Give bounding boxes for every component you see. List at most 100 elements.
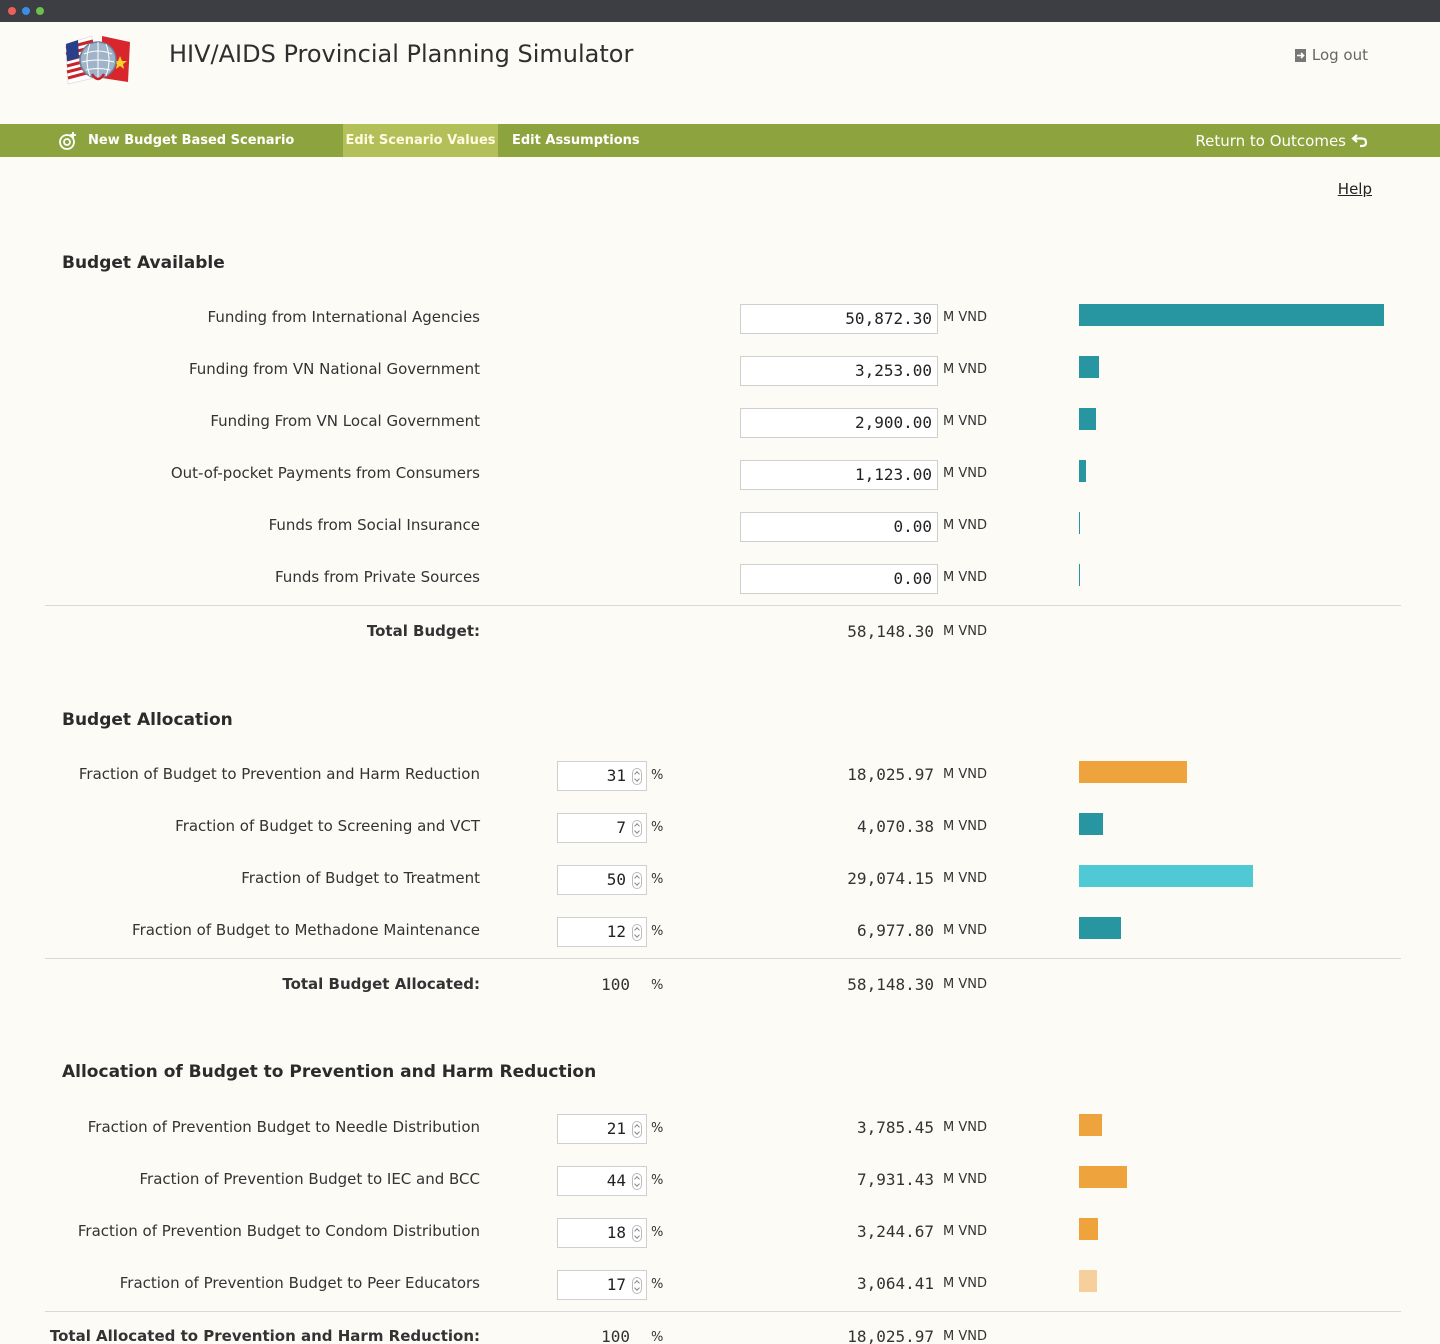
allocation-amount: 4,070.38 [856,817,934,836]
percent-sign: % [651,1173,664,1188]
allocation-amount: 3,064.41 [856,1274,934,1293]
allocation-row: Fraction of Prevention Budget to Peer Ed… [0,1270,1440,1300]
target-plus-icon [59,131,76,150]
stepper-arrows-icon[interactable] [632,820,642,837]
percent-stepper[interactable]: 50 [557,865,647,895]
logout-icon [1294,48,1306,62]
percent-sign: % [651,1277,664,1292]
percent-stepper[interactable]: 31 [557,761,647,791]
unit-label: M VND [943,1224,987,1239]
unit-label: M VND [943,1276,987,1291]
help-link[interactable]: Help [1337,180,1372,198]
funding-amount-input[interactable]: 2,900.00 [740,408,938,438]
allocation-bar [1079,1166,1127,1188]
funding-amount-input[interactable]: 0.00 [740,512,938,542]
close-window-button[interactable] [8,7,16,15]
allocation-bar [1079,761,1187,783]
return-to-outcomes-button[interactable]: Return to Outcomes [1195,124,1368,157]
funding-amount-input[interactable]: 0.00 [740,564,938,594]
allocation-amount: 7,931.43 [856,1170,934,1189]
funding-label: Funding From VN Local Government [210,412,480,430]
divider [45,1311,1401,1312]
funding-row: Funding From VN Local Government 2,900.00… [0,408,1440,438]
unit-label: M VND [943,767,987,782]
percent-sign: % [651,768,664,783]
stepper-arrows-icon[interactable] [632,924,642,941]
maximize-window-button[interactable] [36,7,44,15]
total-prevention-pct: 100 [601,1327,630,1344]
tab-edit-assumptions[interactable]: Edit Assumptions [512,133,640,148]
stepper-arrows-icon[interactable] [632,872,642,889]
funding-row: Funds from Private Sources 0.00 M VND [0,564,1440,594]
budget-allocation-heading: Budget Allocation [62,710,233,730]
unit-label: M VND [943,923,987,938]
stepper-arrows-icon[interactable] [632,1121,642,1138]
allocation-bar [1079,865,1253,887]
funding-label: Funding from VN National Government [188,360,480,378]
funding-label: Funds from Private Sources [275,568,480,586]
total-budget-row: Total Budget: 58,148.30 M VND [0,618,1440,648]
stepper-arrows-icon[interactable] [632,1173,642,1190]
logout-link[interactable]: Log out [1294,46,1368,64]
divider [45,605,1401,606]
allocation-row: Fraction of Budget to Treatment 50% 29,074… [0,865,1440,895]
unit-label: M VND [943,1120,987,1135]
allocation-amount: 29,074.15 [847,869,934,888]
funding-label: Out-of-pocket Payments from Consumers [170,464,480,482]
minimize-window-button[interactable] [22,7,30,15]
stepper-arrows-icon[interactable] [632,768,642,785]
funding-amount-input[interactable]: 1,123.00 [740,460,938,490]
new-budget-scenario-button[interactable]: New Budget Based Scenario [58,124,294,157]
percent-value: 21 [606,1119,626,1138]
unit-label: M VND [943,624,987,639]
budget-available-heading: Budget Available [62,253,225,273]
allocation-label: Fraction of Prevention Budget to Peer Ed… [119,1274,480,1292]
funding-bar [1079,564,1080,586]
allocation-label: Fraction of Budget to Screening and VCT [175,817,480,835]
percent-stepper[interactable]: 44 [557,1166,647,1196]
percent-sign: % [651,1330,664,1344]
logout-label: Log out [1311,46,1368,64]
funding-amount-input[interactable]: 50,872.30 [740,304,938,334]
tab-edit-scenario-values[interactable]: Edit Scenario Values [343,124,498,157]
percent-sign: % [651,872,664,887]
funding-row: Funding from International Agencies 50,87… [0,304,1440,334]
allocation-amount: 3,244.67 [856,1222,934,1241]
allocation-label: Fraction of Budget to Prevention and Har… [78,765,480,783]
unit-label: M VND [943,518,987,533]
allocation-bar [1079,1114,1102,1136]
funding-bar [1079,356,1099,378]
percent-stepper[interactable]: 17 [557,1270,647,1300]
percent-stepper[interactable]: 7 [557,813,647,843]
allocation-bar [1079,1270,1097,1292]
allocation-row: Fraction of Prevention Budget to Needle … [0,1114,1440,1144]
percent-value: 7 [616,818,626,837]
percent-sign: % [651,1121,664,1136]
window-titlebar [0,0,1440,22]
return-arrow-icon [1351,134,1368,148]
percent-stepper[interactable]: 21 [557,1114,647,1144]
percent-value: 31 [606,766,626,785]
stepper-arrows-icon[interactable] [632,1225,642,1242]
allocation-bar [1079,813,1103,835]
funding-amount-input[interactable]: 3,253.00 [740,356,938,386]
unit-label: M VND [943,1329,987,1344]
allocation-row: Fraction of Prevention Budget to Condom … [0,1218,1440,1248]
divider [45,958,1401,959]
stepper-arrows-icon[interactable] [632,1277,642,1294]
allocation-row: Fraction of Budget to Methadone Maintena… [0,917,1440,947]
allocation-amount: 3,785.45 [856,1118,934,1137]
allocation-amount: 6,977.80 [856,921,934,940]
percent-stepper[interactable]: 12 [557,917,647,947]
allocation-label: Fraction of Prevention Budget to IEC and… [139,1170,480,1188]
allocation-row: Fraction of Budget to Screening and VCT 7… [0,813,1440,843]
percent-stepper[interactable]: 18 [557,1218,647,1248]
allocation-label: Fraction of Prevention Budget to Needle … [87,1118,480,1136]
app-logo [62,30,134,88]
unit-label: M VND [943,871,987,886]
allocation-label: Fraction of Budget to Treatment [241,869,480,887]
allocation-amount: 18,025.97 [847,765,934,784]
funding-bar [1079,460,1086,482]
allocation-bar [1079,917,1121,939]
percent-value: 50 [606,870,626,889]
